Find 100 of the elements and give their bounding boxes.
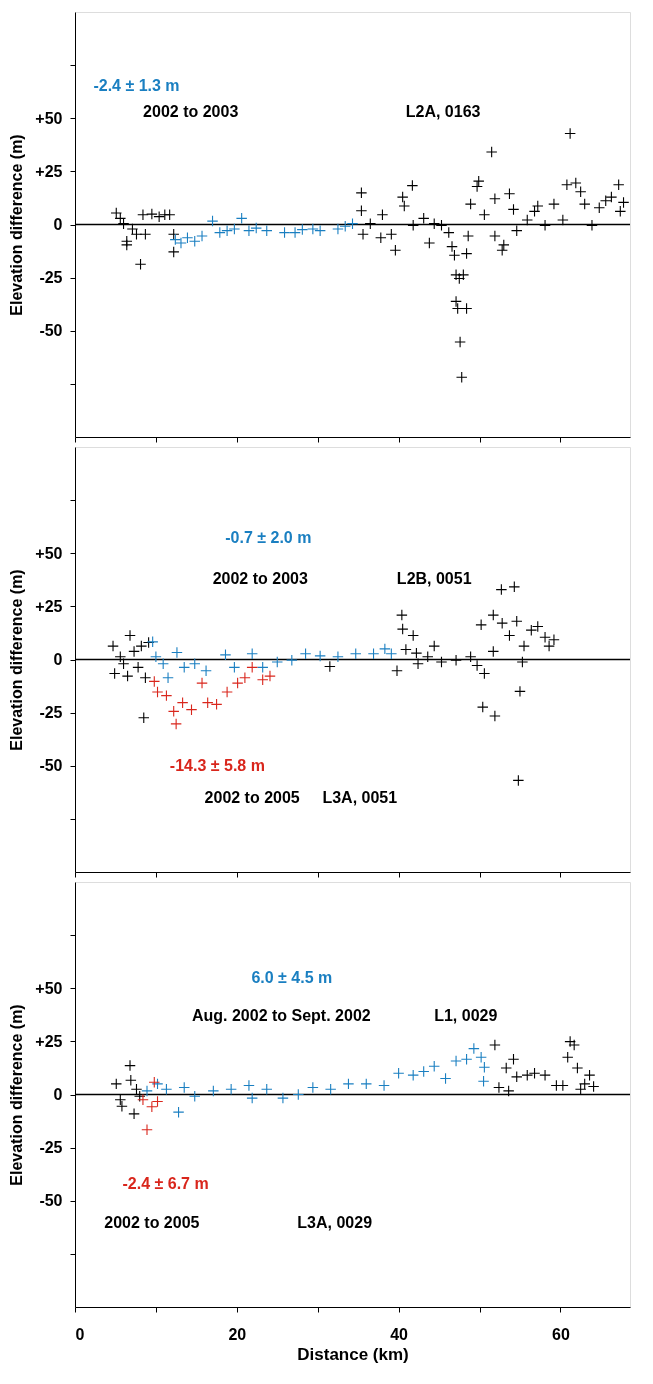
point xyxy=(342,1078,355,1090)
y-tick-label: +25 xyxy=(35,162,63,180)
y-tick-label: 0 xyxy=(53,216,63,233)
point xyxy=(539,1069,551,1081)
point xyxy=(178,661,191,674)
y-tick-label: +50 xyxy=(35,979,63,997)
point xyxy=(132,661,144,674)
point xyxy=(407,1069,419,1081)
point xyxy=(507,1053,520,1066)
y-axis-title: Elevation difference (m) xyxy=(8,1004,26,1186)
point xyxy=(568,1039,580,1051)
point xyxy=(107,640,119,652)
point xyxy=(500,1062,513,1074)
y-axis-title: Elevation difference (m) xyxy=(8,569,26,751)
point xyxy=(392,1067,405,1080)
point xyxy=(339,220,352,232)
point xyxy=(256,661,269,674)
annotation: Aug. 2002 to Sept. 2002 xyxy=(191,1006,371,1024)
point xyxy=(412,657,424,670)
point xyxy=(171,646,183,659)
point xyxy=(246,661,258,674)
point xyxy=(264,670,276,682)
point xyxy=(200,664,212,677)
y-tick-label: -25 xyxy=(39,269,63,287)
x-axis-title: Distance (km) xyxy=(297,1344,409,1364)
point xyxy=(299,647,312,660)
point xyxy=(349,647,362,660)
point xyxy=(278,226,291,239)
point xyxy=(493,1081,505,1094)
point xyxy=(489,1039,501,1051)
point xyxy=(260,1083,273,1095)
point xyxy=(435,656,448,668)
point xyxy=(228,223,241,235)
annotation: L1, 0029 xyxy=(434,1006,498,1024)
point xyxy=(503,629,516,642)
point xyxy=(141,1085,153,1097)
point xyxy=(231,677,244,689)
point xyxy=(151,686,164,698)
point xyxy=(561,1051,574,1064)
point xyxy=(206,215,219,227)
point xyxy=(477,1075,490,1088)
point xyxy=(407,629,419,642)
point xyxy=(139,671,152,684)
point xyxy=(170,718,182,730)
point xyxy=(125,1074,137,1087)
point xyxy=(148,675,161,688)
annotation: 2002 to 2003 xyxy=(143,102,239,120)
annotation: L2B, 0051 xyxy=(396,569,472,587)
point xyxy=(271,656,284,668)
point xyxy=(162,671,174,684)
point xyxy=(135,640,148,652)
point xyxy=(286,654,298,666)
point xyxy=(151,1095,164,1108)
point xyxy=(108,667,121,680)
point xyxy=(219,649,232,661)
point xyxy=(518,640,530,652)
point xyxy=(314,224,326,237)
point xyxy=(121,670,134,682)
point xyxy=(214,226,226,239)
point xyxy=(332,223,344,235)
point xyxy=(495,583,508,596)
point xyxy=(221,686,233,698)
point xyxy=(476,701,489,713)
point xyxy=(396,623,409,635)
text: -0.7 ± 2.0 m xyxy=(225,529,312,547)
point xyxy=(243,1079,255,1092)
point xyxy=(188,1090,201,1102)
point xyxy=(543,640,555,652)
point xyxy=(471,659,483,672)
point xyxy=(378,1079,390,1092)
point xyxy=(417,1065,430,1078)
point xyxy=(487,609,500,621)
point xyxy=(428,1060,441,1073)
point xyxy=(332,650,344,663)
point xyxy=(324,1083,337,1095)
y-tick-label: -50 xyxy=(39,322,63,340)
point xyxy=(502,1085,515,1097)
point xyxy=(478,1061,491,1074)
y-tick-label: -50 xyxy=(39,1192,63,1210)
point xyxy=(185,703,198,716)
point xyxy=(137,1094,149,1106)
annotation: 2002 to 2005 xyxy=(104,1214,200,1232)
point xyxy=(512,774,525,787)
point xyxy=(464,650,477,663)
y-tick-label: -25 xyxy=(39,1139,63,1157)
point xyxy=(314,650,326,662)
y-tick-label: -25 xyxy=(39,704,63,722)
point xyxy=(587,1080,600,1093)
point xyxy=(539,631,551,643)
x-tick-label: 0 xyxy=(75,1325,85,1343)
point xyxy=(225,1083,237,1095)
point xyxy=(114,1094,127,1106)
y-tick-label: 0 xyxy=(53,651,63,668)
point xyxy=(235,212,248,225)
point xyxy=(571,1062,584,1074)
point xyxy=(167,705,180,718)
point xyxy=(124,629,136,642)
point xyxy=(188,657,201,670)
series-label: -14.3 ± 5.8 m xyxy=(169,756,265,774)
point xyxy=(564,1035,576,1048)
